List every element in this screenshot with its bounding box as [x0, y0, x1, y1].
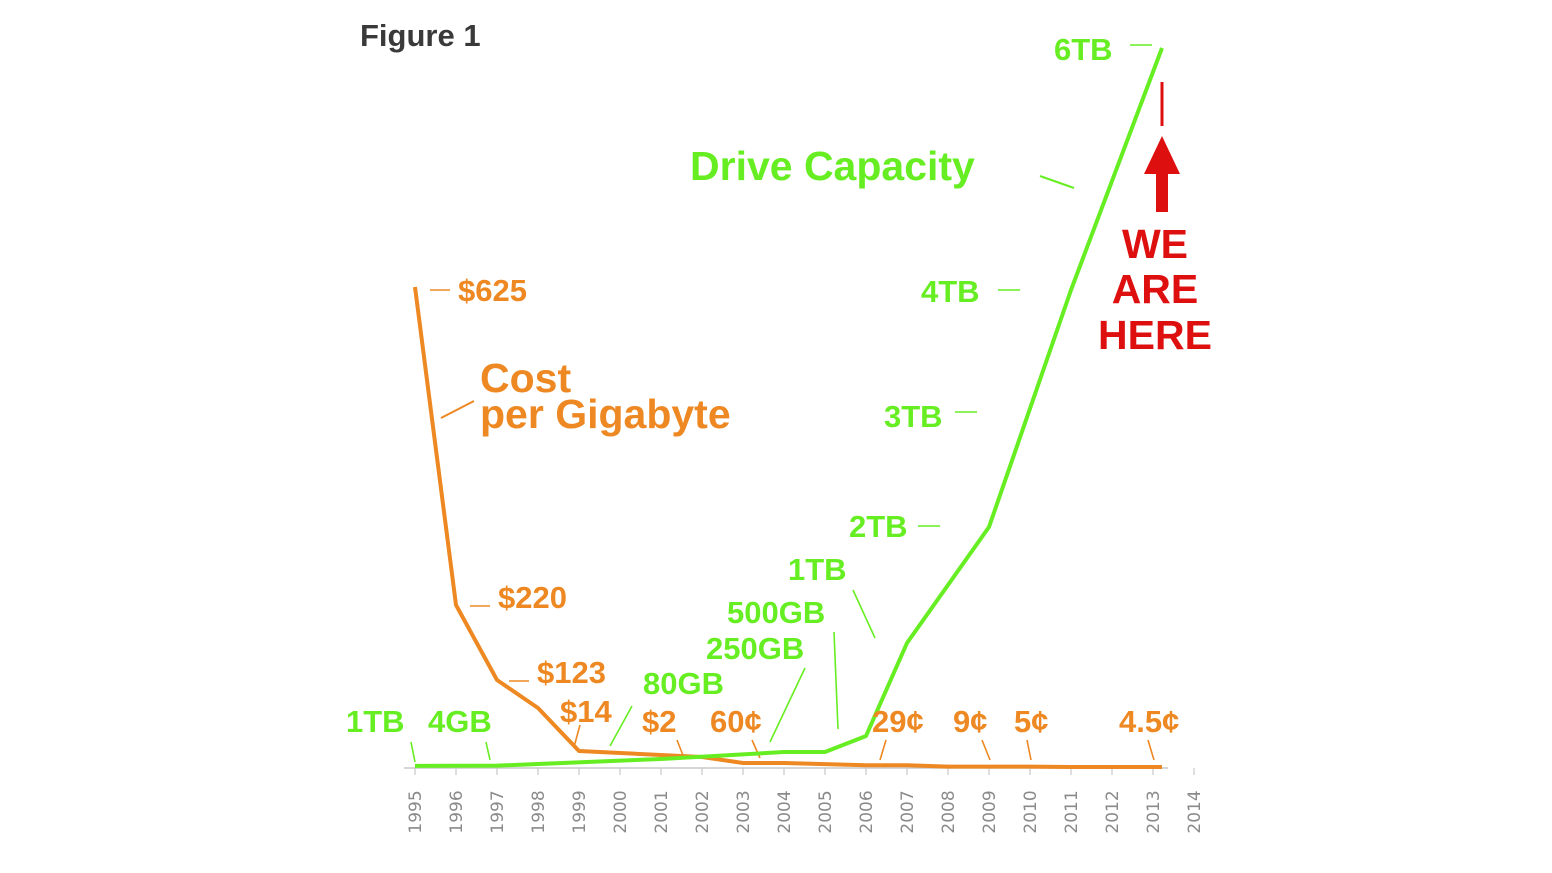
cost-point-label: 5¢: [1014, 704, 1048, 739]
cost-point-label: 4.5¢: [1119, 704, 1179, 739]
figure-title: Figure 1: [360, 18, 481, 53]
we-are-here-label: HERE: [1098, 312, 1212, 358]
cost-series-label-line2: per Gigabyte: [480, 391, 731, 437]
capacity-point-label: 3TB: [884, 399, 943, 434]
drive-capacity-series-label: Drive Capacity: [690, 143, 975, 189]
capacity-point-label: 4GB: [428, 704, 492, 739]
x-tick-label: 2006: [857, 790, 877, 833]
cost-point-label: $625: [458, 273, 527, 308]
cost-series-label-line1: Cost: [480, 355, 571, 401]
x-tick-label: 2008: [939, 790, 959, 833]
x-tick-label: 2012: [1103, 790, 1123, 833]
x-tick-label: 1998: [529, 790, 549, 833]
x-tick-label: 1996: [447, 790, 467, 833]
x-tick-label: 2001: [652, 790, 672, 833]
drive-capacity-line: [414, 47, 1164, 768]
capacity-point-label: 2TB: [849, 509, 908, 544]
x-tick-label: 2004: [775, 790, 795, 833]
x-tick-label: 2003: [734, 790, 754, 833]
cost-point-label: $220: [498, 580, 567, 615]
cost-label-leader: [440, 400, 475, 419]
x-tick-label: 1997: [488, 790, 508, 833]
cost-leader-line: [573, 724, 581, 748]
x-tick-label: 1995: [406, 790, 426, 833]
capacity-point-label: 1TB: [346, 704, 405, 739]
cost-leader-line: [981, 739, 991, 761]
capacity-point-label: 1TB: [788, 552, 847, 587]
cost-point-label: 60¢: [710, 704, 762, 739]
x-tick-label: 2007: [898, 790, 918, 833]
capacity-point-label: 500GB: [727, 595, 825, 630]
x-tick-label: 2005: [816, 790, 836, 833]
capacity-point-label: 6TB: [1054, 32, 1113, 67]
x-tick-label: 2010: [1021, 790, 1041, 833]
capacity-point-label: 250GB: [706, 631, 804, 666]
capacity-point-label: 4TB: [921, 274, 980, 309]
x-tick-label: 2000: [611, 790, 631, 833]
x-tick-label: 2002: [693, 790, 713, 833]
capacity-leader-line: [833, 631, 839, 730]
x-tick-label: 2014: [1185, 790, 1205, 833]
we-are-here-label: ARE: [1112, 266, 1199, 312]
x-tick-label: 2013: [1144, 790, 1164, 833]
capacity-leader-line: [410, 741, 416, 763]
x-tick-label: 2009: [980, 790, 1000, 833]
capacity-leader-line: [852, 589, 876, 639]
capacity-point-label: 80GB: [643, 666, 724, 701]
cost-point-label: $14: [560, 694, 612, 729]
x-tick-label: 1999: [570, 790, 590, 833]
cost-per-gigabyte-line: [413, 286, 1163, 769]
capacity-leader-line: [609, 705, 633, 747]
capacity-leader-line: [769, 667, 806, 743]
cost-point-label: $123: [537, 655, 606, 690]
cost-point-label: 29¢: [872, 704, 924, 739]
we-are-here-label: WE: [1122, 221, 1188, 267]
cost-point-label: 9¢: [953, 704, 987, 739]
x-tick-label: 2011: [1062, 790, 1082, 833]
up-arrow-icon: [1144, 136, 1180, 212]
cost-leader-line: [1026, 739, 1032, 761]
cost-leader-line: [879, 739, 887, 761]
cost-point-label: $2: [642, 704, 676, 739]
cost-leader-line: [1147, 739, 1155, 761]
capacity-leader-line: [485, 741, 491, 761]
drive-capacity-label-leader: [1039, 175, 1075, 189]
